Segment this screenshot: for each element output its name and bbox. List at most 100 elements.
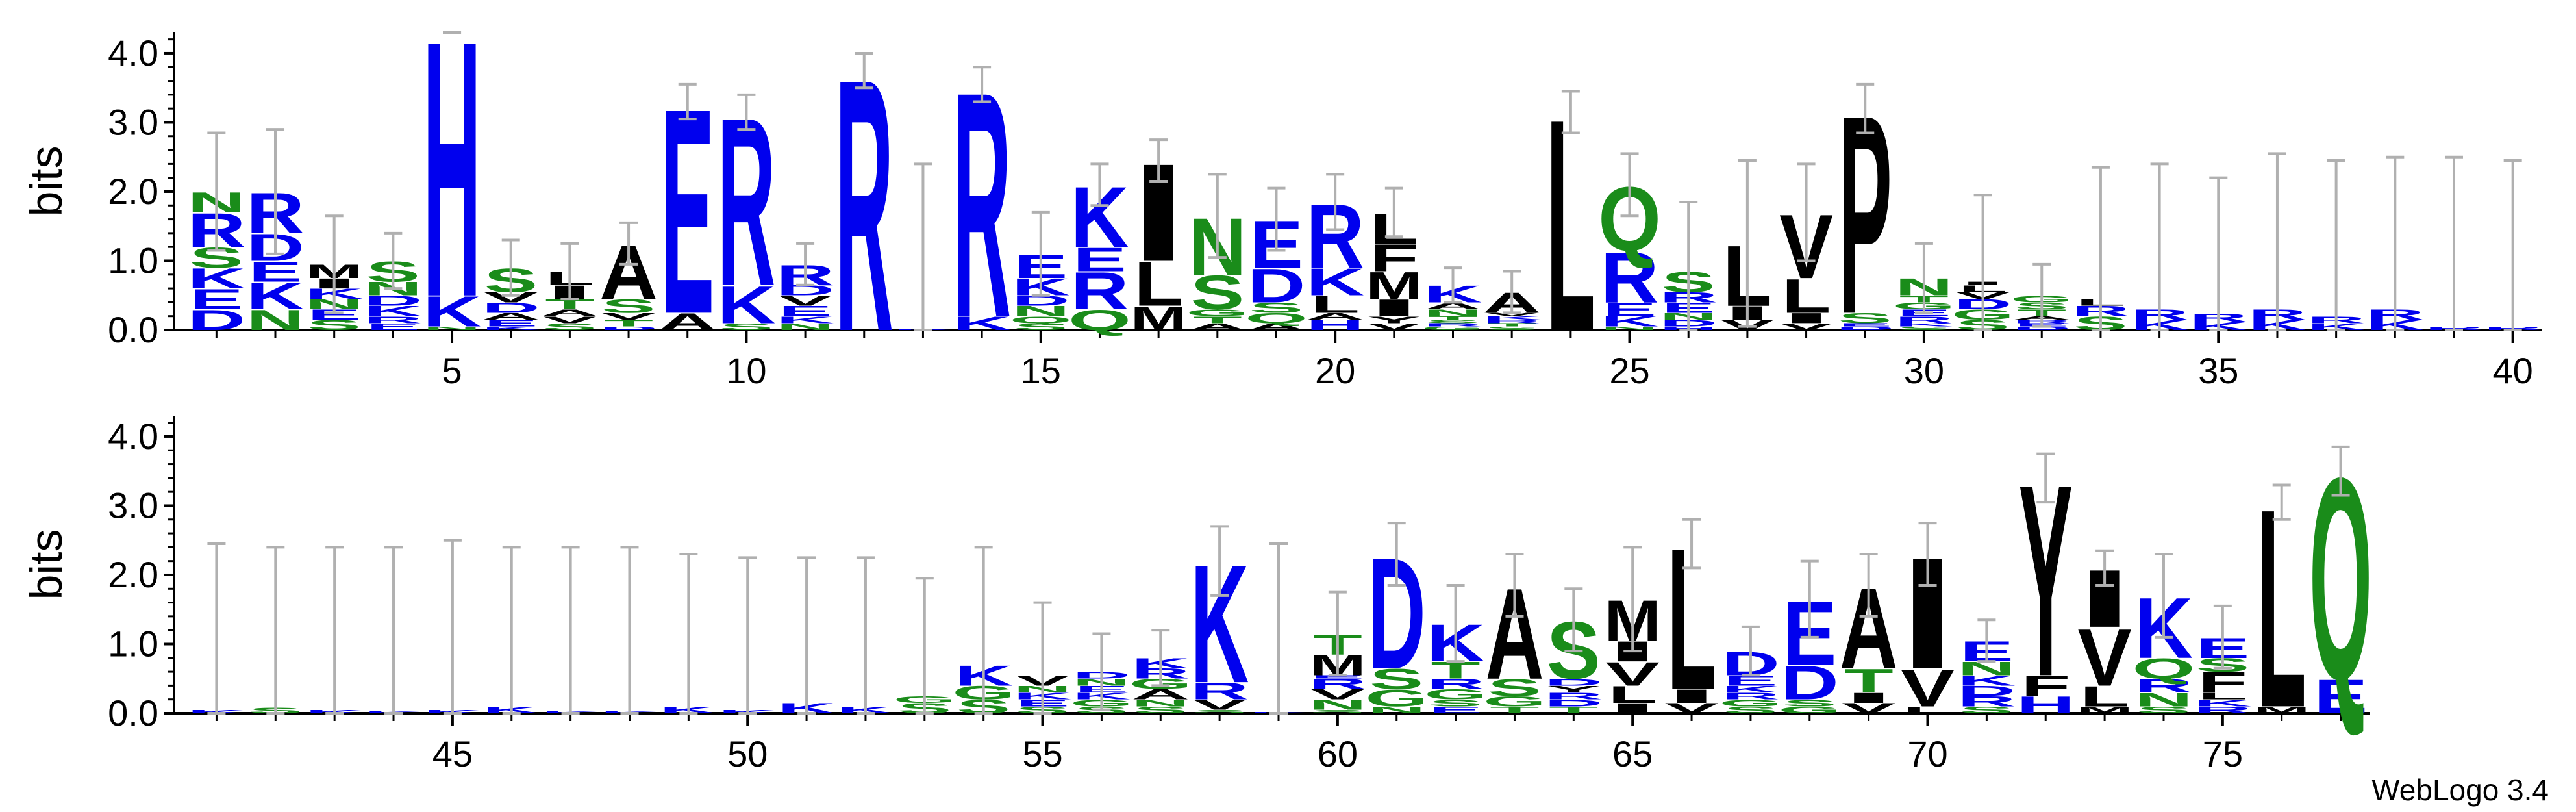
logo-letter-k: K bbox=[776, 314, 834, 325]
x-tick-label: 60 bbox=[1318, 733, 1358, 774]
y-tick-label: 1.0 bbox=[108, 240, 158, 281]
logo-letter-k: K bbox=[1895, 322, 1953, 327]
logo-letter-k: K bbox=[953, 312, 1011, 334]
logo-letter-m: M bbox=[1366, 264, 1422, 307]
logo-letter-s: S bbox=[1190, 266, 1244, 320]
logo-letter-d: D bbox=[1957, 683, 2016, 699]
logo-letter-g: G bbox=[1778, 705, 1841, 716]
logo-letter-n: N bbox=[1308, 697, 1367, 713]
logo-letter-r: R bbox=[1544, 691, 1603, 702]
logo-letter-n: N bbox=[2134, 689, 2193, 711]
x-tick-label: 10 bbox=[726, 350, 766, 391]
logo-letter-e: E bbox=[1838, 322, 1892, 327]
logo-letter-d: D bbox=[1544, 677, 1603, 688]
logo-letter-n: N bbox=[1424, 307, 1482, 318]
logo-letter-g: G bbox=[1186, 307, 1249, 318]
logo-letter-k: K bbox=[2194, 698, 2252, 709]
logo-letter-s: S bbox=[1426, 319, 1480, 324]
logo-letter-q: Q bbox=[2132, 652, 2195, 685]
x-tick-label: 70 bbox=[1907, 733, 1947, 774]
x-tick-label: 25 bbox=[1609, 350, 1649, 391]
logo-letter-r: R bbox=[1721, 691, 1780, 702]
logo-letter-s: S bbox=[1723, 705, 1777, 716]
logo-letter-g: G bbox=[1483, 693, 1546, 709]
logo-letter-n: N bbox=[1131, 698, 1190, 709]
logo-letter-k: K bbox=[1482, 315, 1541, 320]
logo-letter-n: N bbox=[246, 304, 305, 336]
logo-letter-d: D bbox=[2012, 325, 2071, 331]
logo-letter-t: T bbox=[1549, 705, 1598, 716]
logo-letter-t: T bbox=[1490, 705, 1539, 716]
x-tick-label: 40 bbox=[2493, 350, 2533, 391]
logo-letter-s: S bbox=[1488, 674, 1542, 701]
logo-letter-r: R bbox=[364, 314, 422, 325]
logo-letter-g: G bbox=[1365, 685, 1428, 711]
logo-letter-a: A bbox=[1306, 311, 1364, 322]
logo-letter-q: Q bbox=[1245, 310, 1308, 326]
logo-letter-k: K bbox=[1601, 314, 1659, 330]
logo-letter-i: I bbox=[1778, 310, 1834, 326]
x-tick-label: 20 bbox=[1315, 350, 1355, 391]
logo-letter-n: N bbox=[776, 322, 834, 333]
logo-letter-r: R bbox=[1957, 693, 2016, 709]
logo-letter-s: S bbox=[1838, 310, 1892, 326]
logo-letter-e: E bbox=[1073, 241, 1127, 279]
logo-letter-t: T bbox=[1429, 315, 1478, 320]
logo-letter-k: K bbox=[1306, 260, 1364, 303]
logo-letter-v: V bbox=[1193, 697, 1247, 713]
logo-letter-r: R bbox=[1308, 676, 1367, 692]
logo-letter-a: A bbox=[658, 309, 717, 335]
logo-letter-s: S bbox=[2136, 705, 2190, 716]
logo-letter-k: K bbox=[1957, 672, 2016, 689]
logo-letter-d: D bbox=[187, 304, 245, 336]
logo-letter-a: A bbox=[540, 307, 599, 318]
logo-letter-v: V bbox=[779, 293, 832, 309]
logo-letter-i: I bbox=[1366, 294, 1422, 321]
logo-letter-i: I bbox=[1664, 685, 1720, 707]
logo-letter-s: S bbox=[1249, 299, 1303, 316]
logo-letter-s: S bbox=[719, 322, 773, 333]
y-tick-label: 3.0 bbox=[108, 101, 158, 142]
logo-letter-r: R bbox=[1427, 676, 1485, 692]
logo-letter-e: E bbox=[2314, 670, 2368, 724]
logo-letter-f: F bbox=[1369, 236, 1419, 279]
y-tick-label: 1.0 bbox=[108, 623, 158, 664]
logo-letter-s: S bbox=[1014, 322, 1068, 333]
logo-letter-v: V bbox=[1485, 312, 1539, 317]
logo-letter-e: E bbox=[190, 283, 244, 316]
logo-letter-s: S bbox=[1782, 698, 1836, 709]
logo-letter-d: D bbox=[599, 325, 658, 331]
logo-letter-a: A bbox=[1424, 301, 1482, 312]
logo-letter-k: K bbox=[718, 276, 776, 335]
logo-letter-d: D bbox=[1247, 259, 1306, 312]
logo-letter-k: K bbox=[246, 275, 305, 318]
logo-letter-e: E bbox=[484, 318, 538, 329]
logo-letter-r: R bbox=[1482, 319, 1541, 324]
logo-letter-a: A bbox=[1188, 322, 1247, 333]
logo-letter-g: G bbox=[1421, 325, 1484, 331]
logo-letter-v: V bbox=[1901, 659, 1955, 718]
logo-letter-d: D bbox=[1544, 698, 1603, 709]
logo-letter-d: D bbox=[364, 293, 422, 309]
logo-letter-l: L bbox=[1903, 705, 1952, 716]
x-tick-label: 5 bbox=[442, 350, 462, 391]
logo-letter-e: E bbox=[779, 303, 832, 320]
logo-letter-l: L bbox=[1782, 269, 1831, 323]
y-axis-title: bits bbox=[21, 529, 71, 600]
logo-letter-s: S bbox=[543, 322, 597, 333]
logo-letter-e: E bbox=[1310, 674, 1364, 679]
logo-letter-r: R bbox=[1190, 678, 1249, 705]
logo-letter-v: V bbox=[1779, 322, 1833, 333]
logo-letter-f: F bbox=[2021, 670, 2070, 702]
logo-letter-l: L bbox=[2080, 680, 2129, 713]
logo-letter-s: S bbox=[1429, 698, 1482, 709]
logo-letter-v: V bbox=[1606, 655, 1660, 693]
logo-letter-g: G bbox=[1424, 687, 1487, 703]
logo-letter-d: D bbox=[1836, 325, 1894, 331]
logo-letter-s: S bbox=[307, 317, 361, 333]
logo-letter-v: V bbox=[602, 311, 656, 322]
logo-letter-k: K bbox=[423, 288, 481, 336]
x-tick-label: 45 bbox=[432, 733, 473, 774]
logo-letter-n: N bbox=[1368, 705, 1426, 716]
